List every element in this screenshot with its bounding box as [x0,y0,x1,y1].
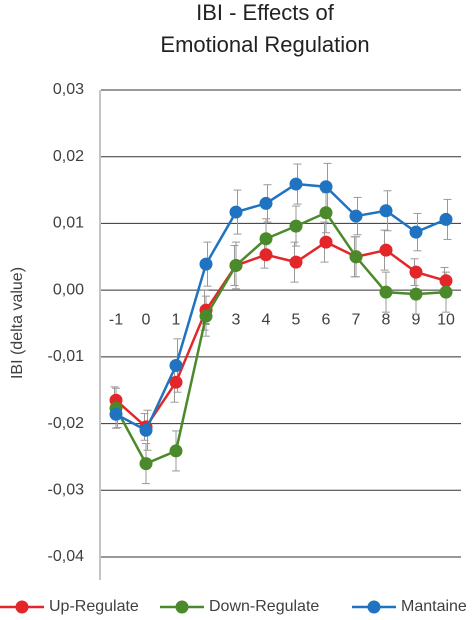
data-point [409,287,423,301]
data-point [439,285,453,299]
data-point [229,205,243,219]
data-point [289,177,303,191]
legend-marker [15,600,29,614]
x-tick-label: 5 [292,311,301,328]
data-point [319,180,333,194]
data-point [379,285,393,299]
data-point [439,274,453,288]
series-line [114,211,447,466]
x-tick-label: 8 [382,311,391,328]
y-tick-label: -0,01 [48,348,85,365]
data-point [139,423,153,437]
data-point [289,255,303,269]
data-point [259,248,273,262]
data-point [169,375,183,389]
data-point [199,257,213,271]
y-tick-label: -0,04 [48,548,85,565]
chart-title: Emotional Regulation [160,32,369,57]
data-point [169,359,183,373]
x-tick-label: 0 [142,311,151,328]
series-line [115,240,447,429]
data-point [259,196,273,210]
y-tick-label: 0,00 [53,281,84,298]
data-point [229,258,243,272]
data-point [109,407,123,421]
data-point [169,444,183,458]
y-tick-label: -0,03 [48,482,85,499]
legend-label: Down-Regulate [209,598,319,615]
data-point [139,457,153,471]
chart-title: IBI - Effects of [196,0,335,25]
legend-label: Mantaine [401,598,467,615]
x-tick-label: 7 [352,311,361,328]
data-point [409,265,423,279]
legend-marker [175,600,189,614]
data-point [379,204,393,218]
data-point [319,206,333,220]
y-tick-label: 0,02 [53,148,84,165]
x-tick-label: 9 [412,311,421,328]
x-tick-label: 6 [322,311,331,328]
y-tick-label: -0,02 [48,415,85,432]
data-point [349,250,363,264]
data-point [409,225,423,239]
y-tick-label: 0,03 [53,81,84,98]
data-point [289,219,303,233]
x-tick-label: 4 [262,311,271,328]
data-point [319,235,333,249]
x-tick-label: -1 [109,311,123,328]
data-point [379,243,393,257]
data-point [439,212,453,226]
y-axis-label: IBI (delta value) [9,267,26,379]
data-point [199,309,213,323]
series-line [115,182,447,432]
data-point [259,232,273,246]
x-tick-label: 10 [437,311,455,328]
x-tick-label: 1 [172,311,181,328]
x-tick-label: 3 [232,311,241,328]
y-tick-label: 0,01 [53,215,84,232]
data-point [349,209,363,223]
legend-marker [367,600,381,614]
legend-label: Up-Regulate [49,598,139,615]
